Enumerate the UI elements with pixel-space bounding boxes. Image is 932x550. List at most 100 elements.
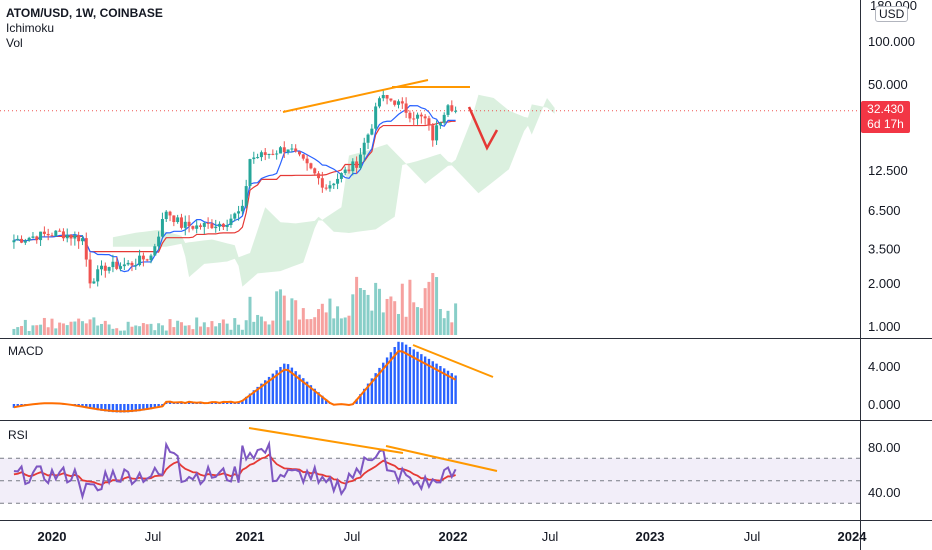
volume-bar bbox=[381, 312, 385, 335]
volume-label[interactable]: Vol bbox=[6, 36, 23, 50]
candle-body bbox=[160, 219, 164, 237]
candle-body bbox=[244, 186, 248, 206]
volume-bar bbox=[442, 318, 446, 335]
candle-body bbox=[187, 221, 191, 227]
candle-body bbox=[153, 246, 157, 256]
candle-body bbox=[370, 128, 374, 135]
macd-histogram-bar bbox=[401, 342, 404, 404]
volume-bar bbox=[77, 318, 81, 335]
volume-bar bbox=[42, 317, 46, 335]
volume-bar bbox=[454, 303, 458, 335]
macd-histogram-bar bbox=[157, 404, 160, 408]
macd-histogram-bar bbox=[366, 383, 370, 404]
price-tick-label: 3.500 bbox=[868, 242, 901, 257]
macd-histogram-bar bbox=[305, 381, 309, 404]
candle-body bbox=[377, 98, 381, 107]
volume-bar bbox=[324, 312, 328, 335]
candle-body bbox=[313, 168, 317, 174]
candle-body bbox=[73, 235, 77, 239]
macd-tick-label: 4.000 bbox=[868, 359, 901, 374]
macd-histogram-bar bbox=[439, 366, 442, 404]
candle-body bbox=[218, 223, 222, 227]
volume-bar bbox=[61, 323, 65, 335]
macd-histogram-bar bbox=[96, 404, 99, 411]
volume-bar bbox=[65, 325, 69, 335]
candle-body bbox=[240, 205, 244, 212]
candle-body bbox=[195, 225, 199, 229]
volume-bar bbox=[100, 323, 103, 335]
volume-bar bbox=[431, 273, 435, 335]
candle-body bbox=[317, 173, 321, 179]
volume-bar bbox=[69, 321, 73, 335]
volume-bar bbox=[191, 329, 195, 335]
volume-bar bbox=[416, 307, 420, 335]
volume-bar bbox=[385, 298, 389, 335]
symbol-title[interactable]: ATOM/USD, 1W, COINBASE bbox=[6, 6, 163, 20]
volume-bar bbox=[172, 327, 176, 335]
candle-body bbox=[336, 178, 340, 184]
macd-histogram-bar bbox=[294, 371, 297, 404]
rsi-pane-label[interactable]: RSI bbox=[8, 428, 29, 442]
candle-body bbox=[454, 110, 458, 112]
candle-body bbox=[389, 98, 393, 101]
volume-bar bbox=[225, 323, 229, 335]
macd-histogram-bar bbox=[142, 404, 145, 411]
volume-bar bbox=[259, 316, 263, 335]
macd-histogram-bar bbox=[412, 349, 415, 404]
ichimoku-label[interactable]: Ichimoku bbox=[6, 21, 55, 35]
candle-body bbox=[141, 255, 145, 260]
candle-body bbox=[107, 267, 111, 271]
macd-histogram-bar bbox=[359, 394, 362, 404]
volume-bar bbox=[377, 288, 381, 335]
candle-body bbox=[229, 218, 233, 225]
volume-bar bbox=[252, 321, 256, 335]
candle-body bbox=[210, 223, 214, 229]
last-price-value: 32.430 bbox=[867, 102, 904, 116]
volume-bar bbox=[153, 330, 157, 335]
candle-body bbox=[332, 183, 336, 186]
volume-bar bbox=[195, 317, 199, 335]
macd-histogram-bar bbox=[256, 386, 259, 404]
macd-signal-line bbox=[13, 350, 457, 413]
volume-bar bbox=[50, 318, 54, 335]
candle-body bbox=[301, 154, 305, 159]
macd-histogram-bar bbox=[12, 404, 16, 408]
volume-bar bbox=[438, 309, 442, 335]
candle-body bbox=[435, 125, 439, 141]
macd-histogram-bar bbox=[100, 404, 103, 411]
candle-body bbox=[252, 157, 256, 160]
candle-body bbox=[343, 169, 347, 174]
volume-bar bbox=[305, 319, 309, 335]
macd-histogram-bar bbox=[313, 388, 316, 404]
candle-body bbox=[427, 118, 431, 126]
candle-body bbox=[42, 231, 46, 234]
macd-histogram-bar bbox=[435, 363, 438, 404]
volume-bar bbox=[347, 315, 351, 335]
volume-bar bbox=[240, 329, 244, 335]
rsi-tick-label: 80.00 bbox=[868, 440, 901, 455]
volume-bar bbox=[206, 327, 210, 335]
macd-histogram-bar bbox=[107, 404, 111, 412]
volume-bar bbox=[168, 319, 172, 335]
candle-body bbox=[366, 134, 370, 143]
candle-body bbox=[199, 225, 202, 227]
macd-histogram-bar bbox=[145, 404, 149, 410]
currency-button[interactable]: USD bbox=[875, 6, 909, 22]
bar-countdown: 6d 17h bbox=[867, 117, 904, 131]
macd-pane-label[interactable]: MACD bbox=[8, 344, 44, 358]
volume-bar bbox=[103, 320, 107, 335]
volume-bar bbox=[84, 323, 88, 335]
candle-body bbox=[408, 112, 412, 119]
candle-body bbox=[16, 238, 20, 241]
candle-body bbox=[248, 159, 252, 187]
candle-body bbox=[100, 265, 103, 270]
macd-histogram-bar bbox=[393, 347, 396, 404]
candle-body bbox=[157, 236, 161, 247]
candle-body bbox=[374, 106, 378, 129]
volume-bar bbox=[282, 295, 286, 335]
macd-histogram-bar bbox=[241, 400, 244, 404]
rsi-ma-line bbox=[13, 453, 456, 486]
volume-bar bbox=[317, 309, 321, 335]
volume-bar bbox=[107, 324, 111, 335]
